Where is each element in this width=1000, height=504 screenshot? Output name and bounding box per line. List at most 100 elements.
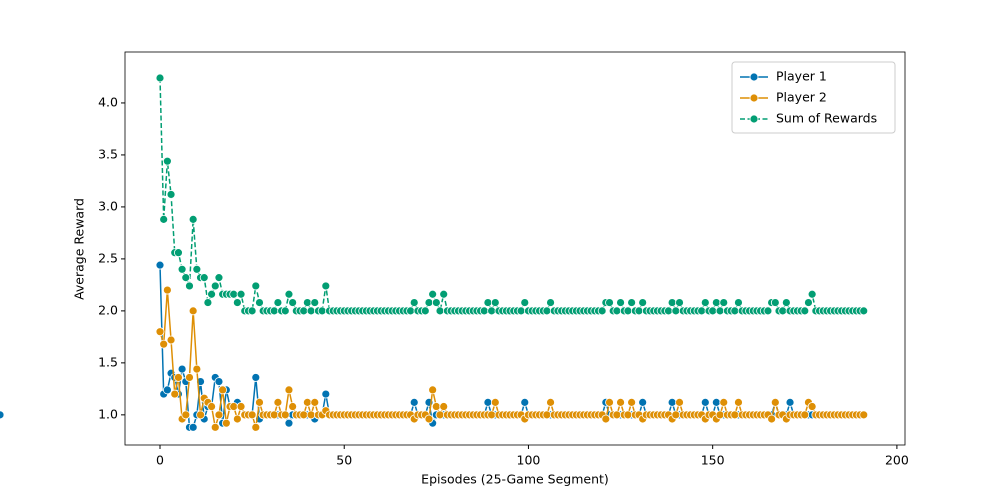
point [229,289,239,299]
point [435,306,445,316]
point [638,397,648,407]
point [221,418,231,428]
point [638,298,648,307]
point [162,156,172,166]
point [546,397,555,407]
point [859,306,869,316]
point [667,298,677,307]
point [487,410,497,420]
point [251,281,261,291]
point [232,298,242,307]
point [616,298,625,307]
point [280,410,290,420]
x-tick-label: 150 [701,453,725,468]
point [734,298,743,307]
point [236,289,246,299]
point [155,73,165,83]
point [288,298,298,307]
point [711,397,721,407]
point [210,281,220,291]
point [406,306,415,316]
point [627,397,637,407]
point [542,306,552,316]
point [623,410,633,420]
point [428,385,438,395]
legend-label: Player 2 [776,90,827,105]
point [192,364,202,374]
point [306,306,316,316]
point [807,289,817,299]
legend-marker [749,114,759,124]
point [785,397,795,407]
point [664,306,673,316]
point [284,289,294,299]
point [804,298,813,307]
point [597,306,607,316]
point [428,289,438,299]
point [800,410,810,420]
point [236,402,246,411]
point [778,306,788,316]
point [424,298,434,307]
y-tick-label: 3.5 [98,146,118,161]
point [542,410,552,420]
point [431,402,441,411]
point [770,298,780,307]
point [605,397,614,407]
point [232,414,242,424]
point [251,373,261,382]
point [859,410,869,420]
point [409,298,419,307]
point [439,402,449,411]
point [675,397,684,407]
y-tick-label: 2.0 [98,302,118,317]
point [280,306,290,316]
point [483,298,493,307]
point [188,422,198,432]
point [711,298,721,307]
point [546,298,555,307]
point [435,410,445,420]
y-tick-label: 1.0 [98,406,118,421]
point [207,289,216,299]
point [185,373,194,382]
legend: Player 1 Player 2 Sum of Rewards [731,61,896,134]
point [159,339,169,349]
series-line [159,265,864,429]
point [424,414,434,424]
point [181,410,191,420]
point [730,306,740,316]
point [155,327,165,337]
point [247,410,257,420]
point [671,410,681,420]
point [612,306,622,316]
point [409,397,419,407]
point [634,306,644,316]
point [317,306,327,316]
point [229,402,239,411]
point [321,281,331,291]
point [516,306,526,316]
point [174,248,183,258]
point [214,410,224,420]
point [520,397,530,407]
point [715,306,725,316]
point [483,397,493,407]
point [781,298,791,307]
point [734,397,743,407]
point [770,397,780,407]
point [199,273,209,283]
point [490,298,500,307]
y-tick-label: 4.0 [98,94,118,109]
point [605,298,614,307]
point [155,260,165,270]
point [170,389,180,399]
point [162,285,172,295]
point [299,410,309,420]
point [284,418,294,428]
y-tick-label: 1.5 [98,354,118,369]
point [174,373,183,382]
point [431,298,441,307]
point [214,377,224,386]
point [255,397,264,407]
